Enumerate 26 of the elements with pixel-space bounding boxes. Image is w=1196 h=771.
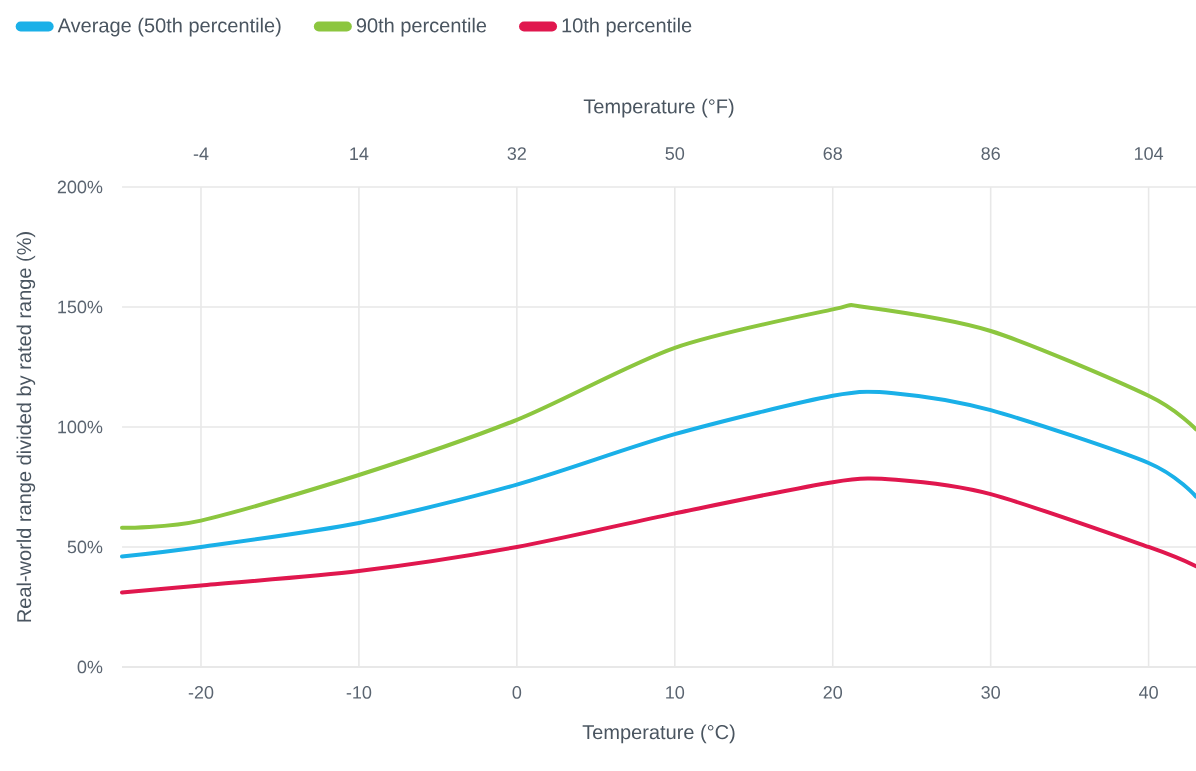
y-tick-label: 50% (67, 540, 103, 554)
x2-axis-title: Temperature (°F) (583, 98, 734, 118)
y-tick-label: 100% (58, 420, 103, 434)
line-series (120, 476, 1196, 595)
x2-tick-label: 32 (507, 147, 526, 160)
x-tick-label: 20 (823, 686, 843, 699)
x-axis-title: Temperature (°C) (582, 724, 735, 744)
legend-label: 10th percentile (562, 17, 692, 37)
x2-tick-label: 50 (665, 147, 685, 160)
x-tick-label: -10 (346, 686, 372, 699)
legend-label: 90th percentile (356, 17, 487, 37)
x-tick-label: 0 (512, 686, 522, 699)
x-tick-label: 40 (1139, 686, 1158, 699)
x2-tick-label: 104 (1134, 147, 1164, 160)
x2-tick-label: 68 (823, 147, 842, 160)
legend-label: Average (50th percentile) (57, 17, 281, 37)
y-tick-label: 200% (57, 180, 103, 194)
x2-tick-label: 14 (350, 147, 369, 160)
y-axis-title: Real-world range divided by rated range (%) (16, 232, 36, 622)
x-tick-label: -20 (188, 686, 214, 699)
x2-tick-label: 86 (981, 147, 1000, 160)
x2-tick-label: -4 (193, 147, 209, 160)
y-tick-label: 150% (58, 300, 103, 314)
y-tick-label: 0% (77, 660, 103, 674)
x-tick-label: 10 (666, 686, 685, 699)
x-tick-label: 30 (981, 686, 1000, 699)
